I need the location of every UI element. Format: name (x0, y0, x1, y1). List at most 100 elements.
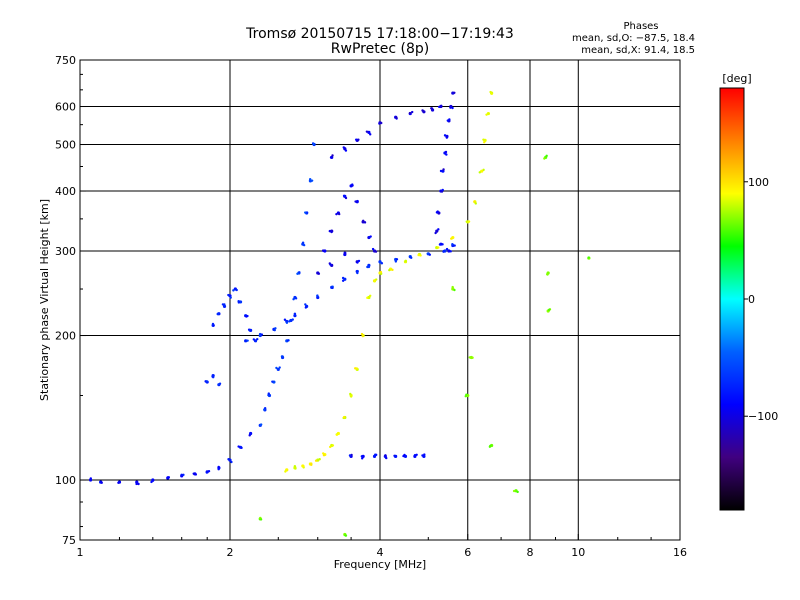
colorbar-tick-label: −100 (748, 410, 778, 423)
ionogram-point (366, 296, 369, 300)
ionogram-point (449, 106, 452, 109)
ionogram-point (453, 244, 456, 247)
ionogram-point (322, 454, 326, 457)
ionogram-point (430, 107, 433, 110)
ionogram-point (259, 518, 263, 521)
ionogram-point (222, 304, 227, 309)
ionogram-point (356, 199, 359, 203)
ionogram-point (318, 458, 321, 461)
ionogram-point (403, 453, 406, 457)
ionogram-point (150, 480, 153, 484)
ionogram-point (337, 212, 341, 216)
ionogram-point (349, 395, 353, 398)
ionogram-point (341, 276, 345, 280)
ionogram-point (305, 211, 309, 214)
ionogram-point (312, 142, 315, 146)
ionogram-point (441, 188, 444, 192)
ionogram-point (437, 246, 440, 249)
ionogram-point (135, 482, 138, 486)
ionogram-point (256, 337, 259, 341)
ionogram-point (380, 262, 384, 265)
ionogram-point (304, 211, 307, 214)
y-tick-label: 300 (55, 245, 76, 258)
y-tick-label: 200 (55, 330, 76, 343)
x-tick-label: 4 (377, 546, 384, 559)
ionogram-point (435, 246, 438, 250)
ionogram-point (356, 271, 359, 275)
ionogram-point (547, 308, 551, 312)
ionogram-point (285, 321, 289, 324)
ionogram-point (232, 289, 235, 292)
ionogram-point (291, 318, 294, 321)
ionogram-point (137, 482, 140, 486)
ionogram-point (357, 259, 361, 263)
ionogram-point (442, 249, 445, 253)
x-tick-label: 2 (227, 546, 234, 559)
ionogram-point (308, 178, 312, 181)
colorbar-tick-label: 0 (748, 293, 755, 306)
ionogram-point (351, 183, 354, 186)
ionogram-point (245, 315, 248, 318)
ionogram-point (369, 133, 372, 136)
ionogram-point (362, 219, 365, 223)
ionogram-point (444, 150, 448, 154)
ionogram-point (294, 297, 298, 300)
ionogram-point (443, 134, 447, 137)
ionogram-point (438, 105, 441, 109)
ionogram-point (316, 294, 319, 297)
ionogram-point (342, 415, 346, 419)
ionogram-point (118, 480, 121, 484)
ionogram-point (341, 279, 345, 282)
ionogram-point (342, 194, 346, 198)
ionogram-point (451, 243, 454, 246)
chart-title: Tromsø 20150715 17:18:00−17:19:43 (245, 26, 514, 42)
colorbar-tick-label: 100 (748, 176, 769, 189)
y-tick-label: 400 (55, 185, 76, 198)
ionogram-point (296, 272, 299, 276)
ionogram-point (281, 355, 284, 358)
ionogram-point (180, 473, 183, 477)
ionogram-point (450, 237, 453, 240)
ionogram-point (356, 261, 359, 264)
ionogram-point (235, 288, 238, 292)
plot-grid (80, 60, 680, 540)
ionogram-point (434, 231, 437, 235)
ionogram-point (393, 455, 397, 458)
ionogram-point (404, 259, 407, 263)
ionogram-point (482, 168, 485, 172)
ionogram-point (260, 333, 264, 336)
ionogram-point (237, 301, 241, 304)
ionogram-point (100, 481, 103, 484)
ionogram-point (342, 146, 345, 149)
ionogram-point (302, 465, 305, 468)
ionogram-point (445, 153, 448, 156)
ionogram-point (286, 339, 290, 342)
ionogram-point (428, 253, 432, 256)
ionogram-point (349, 392, 352, 396)
ionogram-point (310, 463, 313, 467)
ionogram-point (354, 200, 357, 203)
ionogram-point (227, 458, 230, 461)
ionogram-point (369, 294, 372, 298)
ionogram-point (490, 92, 493, 95)
ionogram-point (453, 91, 456, 94)
ionogram-point (348, 454, 352, 457)
ionogram-point (487, 112, 490, 115)
x-tick-label: 10 (571, 546, 585, 559)
y-tick-label: 100 (55, 474, 76, 487)
ionogram-point (211, 322, 215, 326)
ionogram-point (437, 228, 440, 231)
ionogram-point (344, 149, 348, 152)
ionogram-point (343, 251, 346, 255)
colorbar: 100 0 −100 (719, 87, 778, 511)
ionogram-point (474, 202, 477, 205)
ionogram-point (464, 395, 467, 398)
ionogram-point (543, 157, 546, 160)
ionogram-point (360, 332, 364, 336)
ionogram-point (283, 318, 287, 321)
ionogram-point (293, 464, 297, 468)
ionogram-point (252, 338, 256, 341)
ionogram-point (217, 383, 220, 386)
ionogram-point (205, 380, 209, 383)
